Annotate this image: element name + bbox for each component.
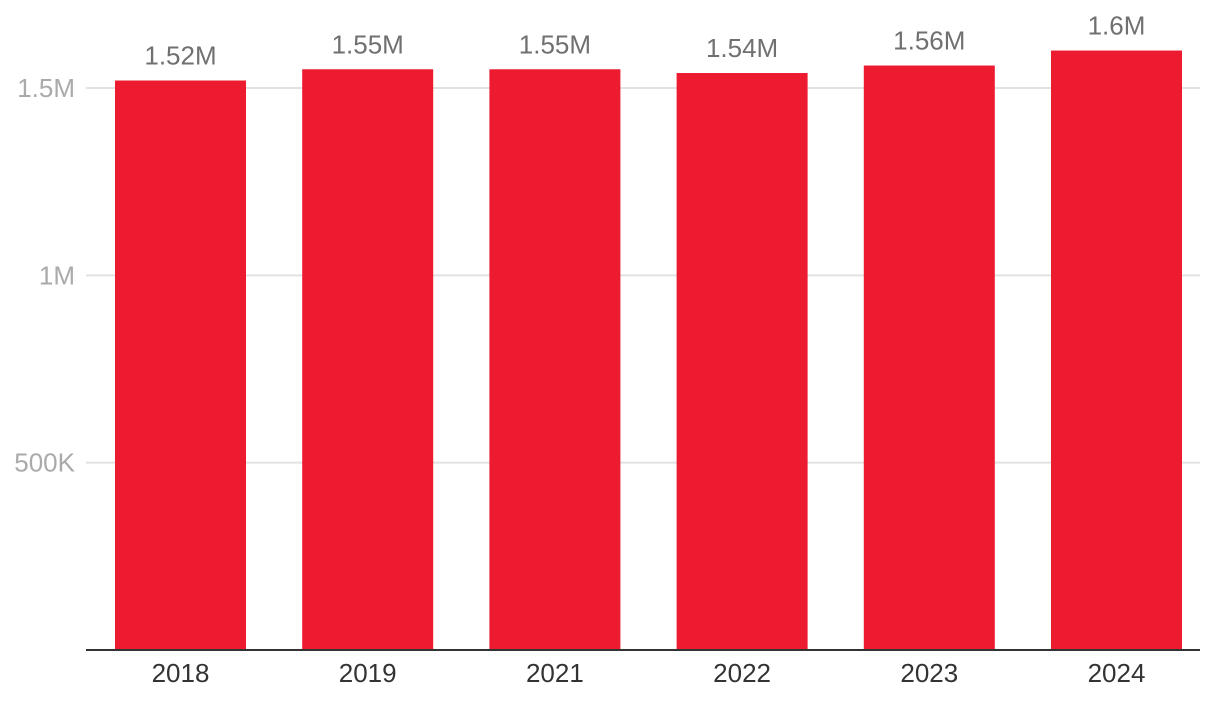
bar-2024[interactable] [1051,50,1182,651]
bar-2022[interactable] [676,73,808,651]
bar-2021[interactable] [489,69,621,651]
grid-layer [86,87,1200,464]
x-tick-label-2019: 2019 [339,658,397,688]
data-label-2024: 1.6M [1088,11,1146,41]
y-tick-label: 1M [39,260,75,290]
x-tick-label-2024: 2024 [1088,658,1146,688]
y-tick-label: 500K [14,448,75,478]
data-label-2019: 1.55M [332,29,404,59]
x-tick-label-2022: 2022 [713,658,771,688]
x-tick-label-2018: 2018 [152,658,210,688]
data-label-2018: 1.52M [144,41,216,71]
data-label-2022: 1.54M [706,33,778,63]
data-label-2023: 1.56M [893,26,965,56]
data-label-2021: 1.55M [519,29,591,59]
bar-2018[interactable] [115,80,246,651]
bar-2023[interactable] [863,65,995,650]
bar-2019[interactable] [302,69,434,651]
bars-layer [115,50,1182,651]
y-tick-label: 1.5M [17,73,75,103]
x-tick-label-2023: 2023 [900,658,958,688]
labels-layer: 500K 1M 1.5M 1.52M 2018 1.55M 2019 1.55M 2021 1.5… [14,11,1145,688]
x-tick-label-2021: 2021 [526,658,584,688]
